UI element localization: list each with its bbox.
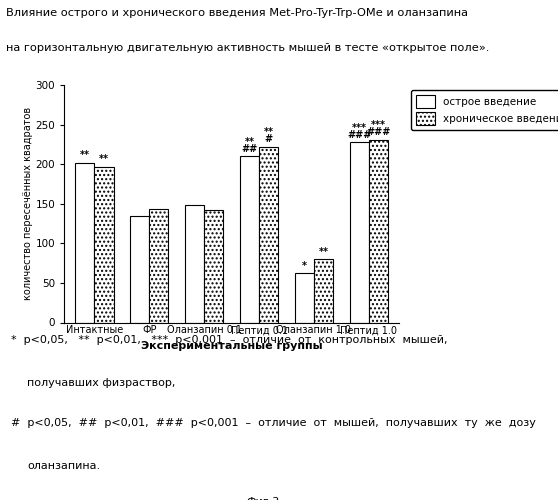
Bar [295, 274, 314, 322]
Text: Влияние острого и хронического введения Met-Pro-Tyr-Trp-OMe и оланзапина: Влияние острого и хронического введения … [6, 8, 468, 18]
Bar [185, 204, 204, 322]
Text: ###: ### [366, 127, 391, 137]
Text: ##: ## [241, 144, 258, 154]
Text: **: ** [80, 150, 90, 160]
Text: *: * [302, 261, 307, 271]
Text: получавших физраствор,: получавших физраствор, [27, 378, 176, 388]
Text: #: # [264, 134, 273, 144]
Bar [94, 166, 114, 322]
Bar [240, 156, 259, 322]
Bar [204, 210, 223, 322]
Text: Фиг.3: Фиг.3 [246, 496, 280, 500]
Text: **: ** [263, 127, 273, 137]
Y-axis label: количество пересечённых квадратов: количество пересечённых квадратов [23, 107, 32, 300]
Text: ***: *** [352, 122, 367, 132]
Text: **: ** [99, 154, 109, 164]
Text: оланзапина.: оланзапина. [27, 461, 100, 471]
Bar [314, 259, 333, 322]
Text: на горизонтальную двигательную активность мышей в тесте «открытое поле».: на горизонтальную двигательную активност… [6, 44, 489, 53]
Bar [149, 210, 169, 322]
Bar [349, 142, 369, 322]
Bar [130, 216, 149, 322]
Text: *  p<0,05,   **  p<0,01,   ***  p<0,001  –  отличие  от  контрольных  мышей,: * p<0,05, ** p<0,01, *** p<0,001 – отлич… [11, 335, 448, 345]
Text: **: ** [319, 247, 329, 257]
X-axis label: Экспериментальные группы: Экспериментальные группы [141, 341, 323, 351]
Text: ###: ### [347, 130, 372, 140]
Legend: острое введение, хроническое введение: острое введение, хроническое введение [411, 90, 558, 130]
Text: #  p<0,05,  ##  p<0,01,  ###  p<0,001  –  отличие  от  мышей,  получавших  ту  ж: # p<0,05, ## p<0,01, ### p<0,001 – отлич… [11, 418, 536, 428]
Bar [75, 162, 94, 322]
Bar [369, 140, 388, 322]
Text: ***: *** [371, 120, 386, 130]
Bar [259, 147, 278, 322]
Text: **: ** [244, 136, 254, 147]
